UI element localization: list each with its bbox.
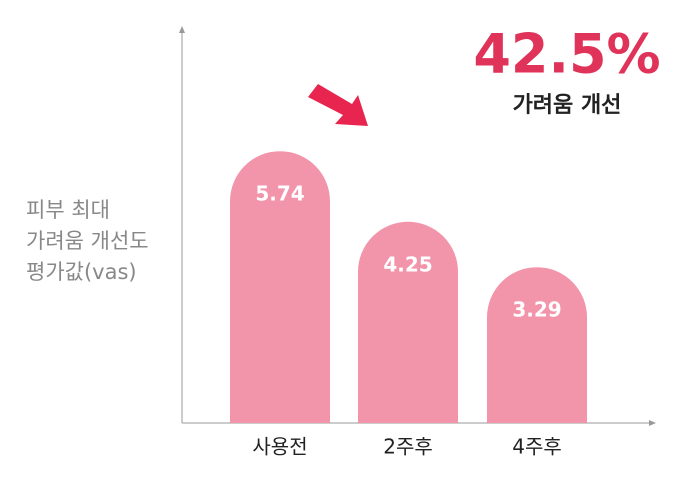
annotation-label: 가려움 개선 xyxy=(513,93,622,118)
x-tick-label: 2주후 xyxy=(383,435,433,459)
x-tick-label: 4주후 xyxy=(512,435,562,459)
x-tick-label: 사용전 xyxy=(252,435,307,459)
value-label: 3.29 xyxy=(512,298,561,322)
y-axis-arrow xyxy=(179,26,185,33)
bar xyxy=(358,221,458,423)
bar xyxy=(487,267,587,423)
value-label: 4.25 xyxy=(383,252,432,276)
y-label-line: 평가값(vas) xyxy=(26,260,137,284)
y-label-line: 가려움 개선도 xyxy=(26,229,149,253)
x-axis-arrow xyxy=(649,420,656,426)
value-label: 5.74 xyxy=(255,182,304,206)
annotation-value: 42.5% xyxy=(473,23,660,86)
bar xyxy=(230,151,330,423)
trend-arrow xyxy=(308,84,368,126)
y-label-line: 피부 최대 xyxy=(26,198,110,222)
y-axis-label: 피부 최대 가려움 개선도 평가값(vas) xyxy=(26,198,149,284)
